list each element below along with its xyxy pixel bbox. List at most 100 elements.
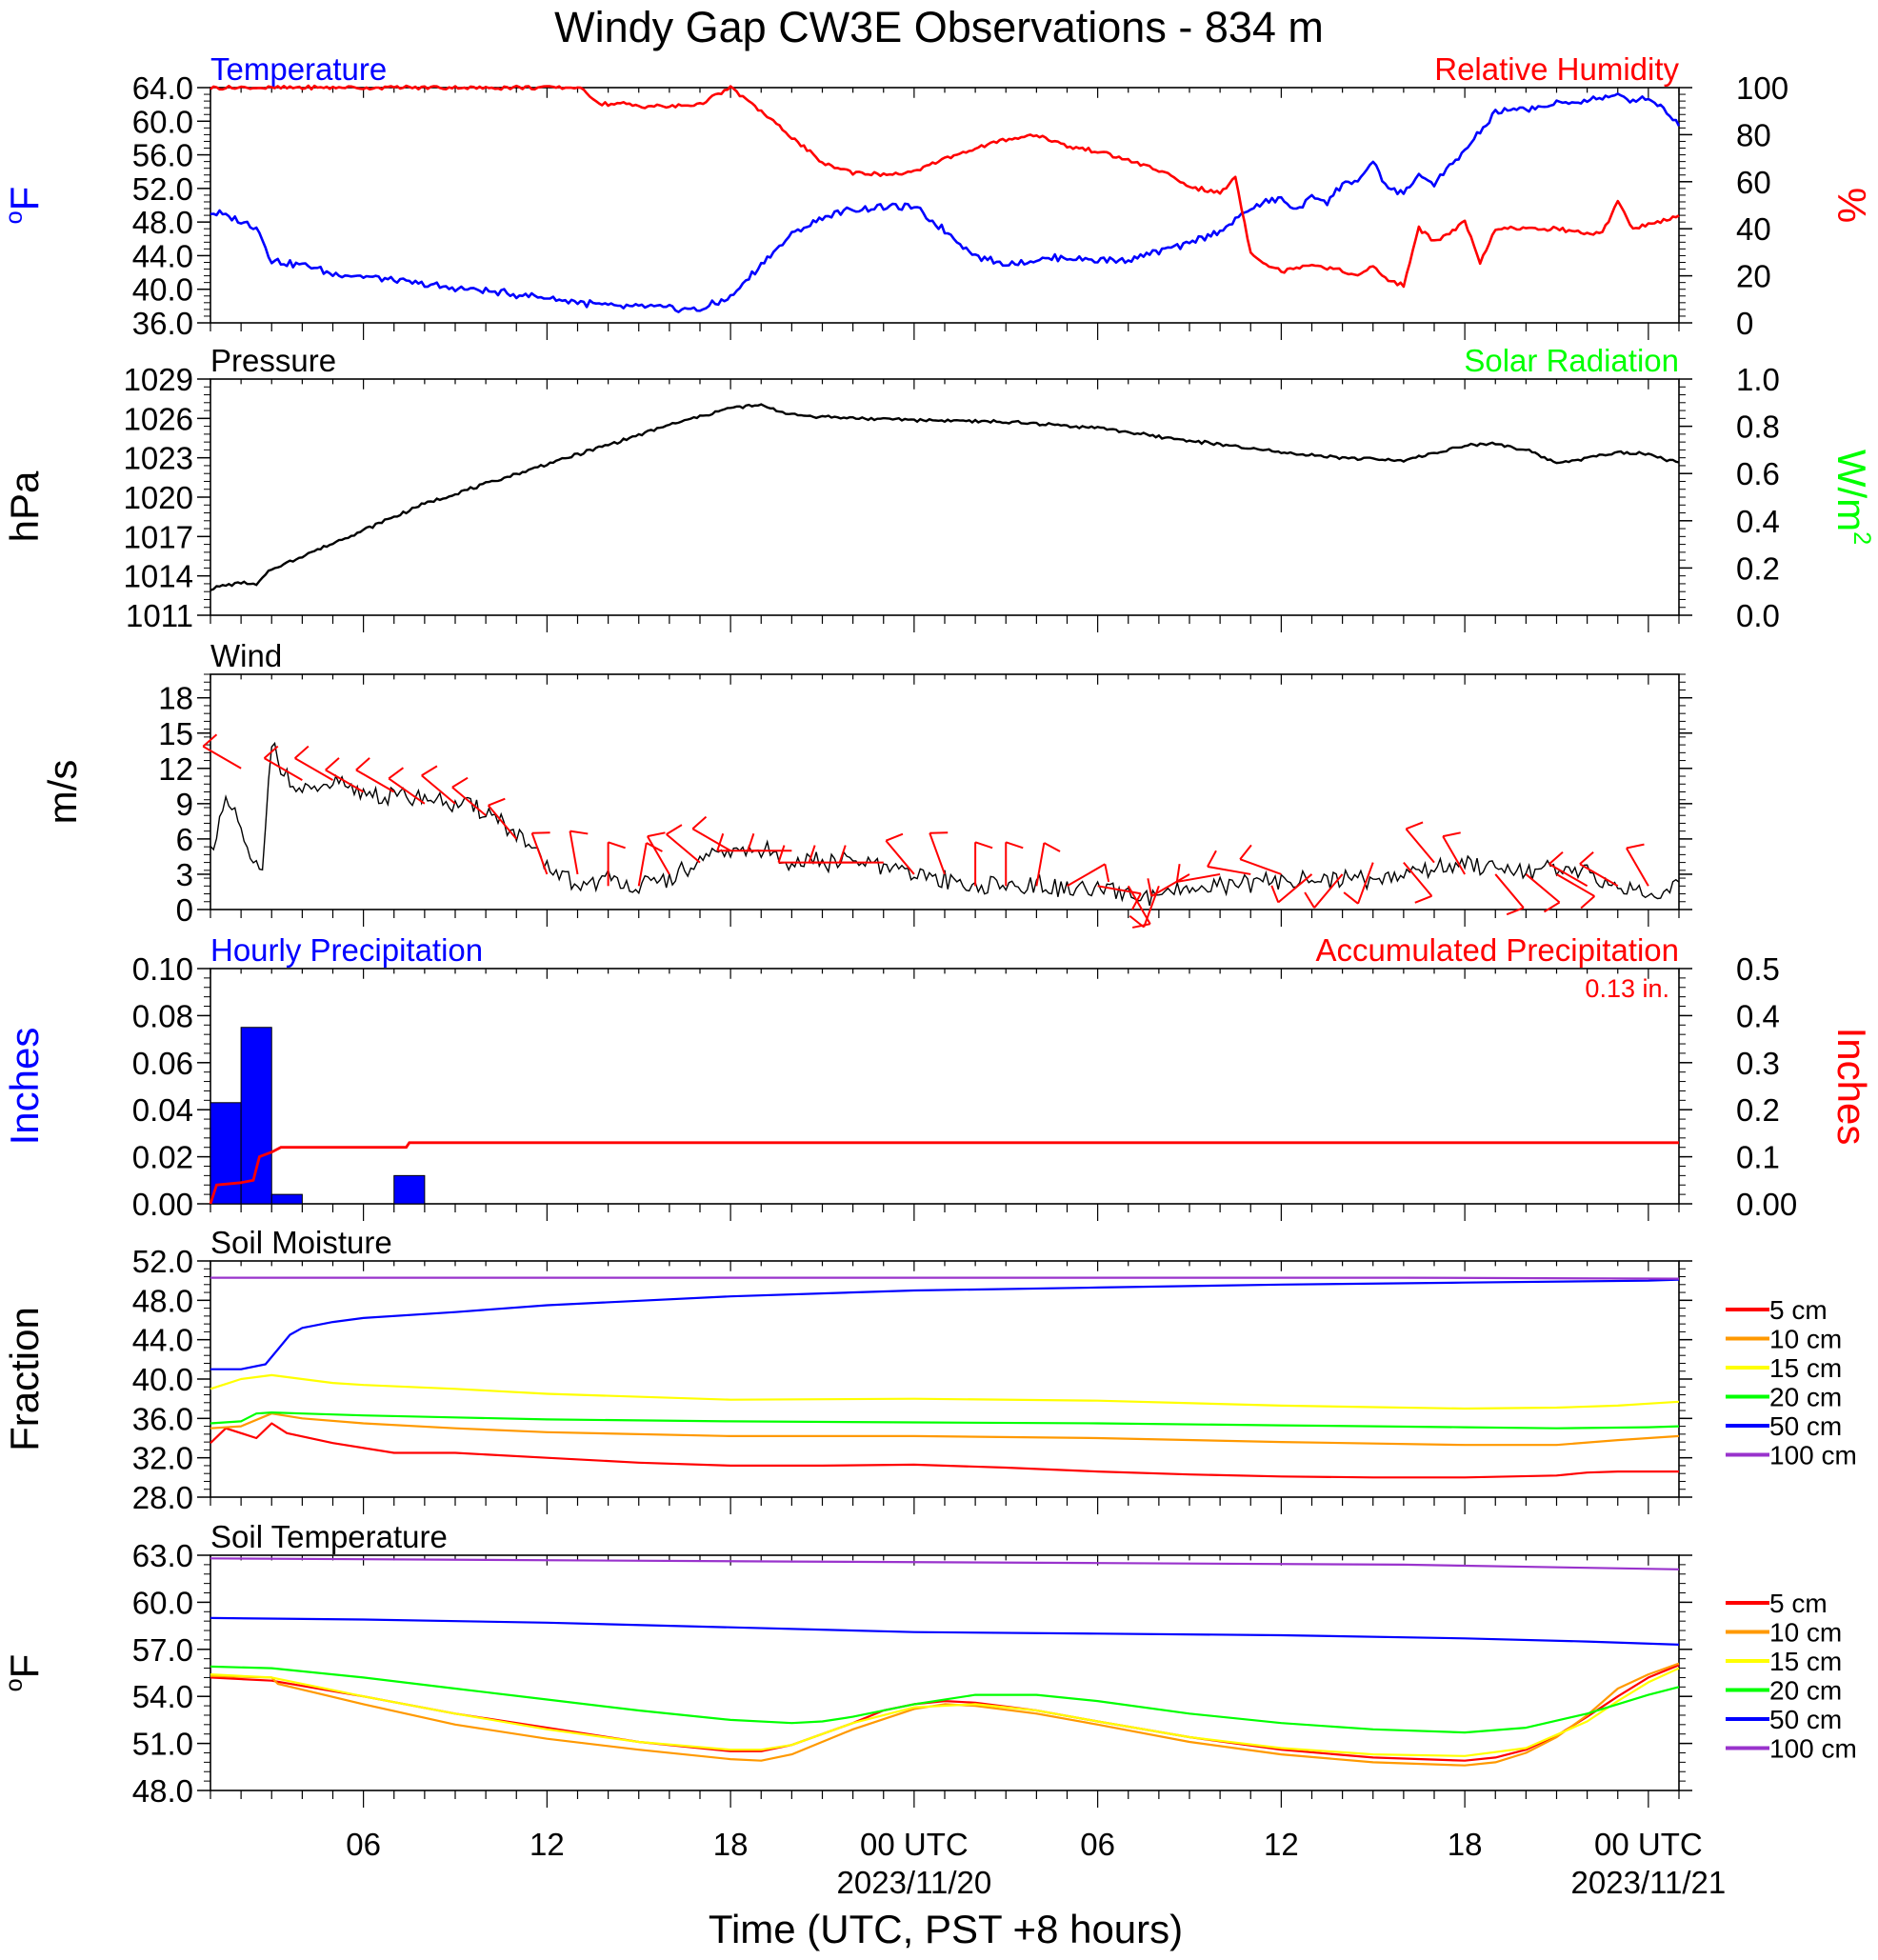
wind-barb — [607, 841, 626, 887]
wind-barb-staff — [1066, 863, 1106, 888]
panel-soil_temperature: 48.0 51.0 54.0 57.0 60.0 63.0 Soil Temperature… — [1, 1519, 1857, 1809]
soil-line-100cm — [210, 1276, 1680, 1280]
wind-barb-flag — [1548, 850, 1564, 866]
wind-barb-flag — [388, 767, 405, 780]
y-axis-label: Fraction — [2, 1307, 47, 1451]
y-tick-label: 40.0 — [132, 272, 193, 308]
legend-label: 20 cm — [1769, 1676, 1842, 1706]
y2-axis-label: W/m2 — [1829, 450, 1875, 545]
wind-barb — [325, 757, 365, 793]
wind-barb — [747, 832, 792, 852]
wind-barb-flag — [885, 832, 904, 842]
y-tick-label: 40.0 — [132, 1362, 193, 1397]
wind-barb-flag — [263, 745, 279, 759]
soil-line-50cm — [210, 1278, 1680, 1370]
wind-barb — [1239, 844, 1282, 875]
wind-barb — [691, 815, 731, 852]
panel-title-left: Temperature — [210, 51, 387, 87]
y-tick-label: 0.04 — [132, 1092, 193, 1128]
wind-barb-staff — [637, 842, 648, 887]
x-tick-label: 00 UTC — [1594, 1827, 1703, 1862]
wind-barb-flag — [1147, 878, 1153, 897]
wind-barb — [451, 776, 487, 816]
figure-title: Windy Gap CW3E Observations - 834 m — [554, 3, 1324, 51]
legend-label: 10 cm — [1769, 1325, 1842, 1354]
accumulated-total-label: 0.13 in. — [1585, 974, 1669, 1003]
legend-item: 100 cm — [1726, 1441, 1857, 1470]
y-tick-label: 52.0 — [132, 171, 193, 207]
wind-barb-staff — [355, 769, 395, 793]
wind-barb — [355, 757, 395, 793]
wind-barb — [1270, 873, 1313, 904]
wind-barb-staff — [421, 774, 456, 805]
wind-barb — [1579, 850, 1619, 888]
y-tick-label: 51.0 — [132, 1727, 193, 1762]
y-tick-label: 1020 — [124, 480, 193, 515]
wind-barb-staff — [929, 832, 946, 875]
wind-barb-flag — [1239, 844, 1252, 860]
y-tick-label: 0 — [176, 892, 193, 928]
wind-barb-staff — [666, 833, 701, 864]
legend-label: 10 cm — [1769, 1618, 1842, 1648]
wind-barb-flag — [1104, 864, 1110, 883]
wind-barb-staff — [1494, 873, 1525, 909]
wind-barb-flag — [569, 830, 589, 835]
y-tick-label: 44.0 — [132, 238, 193, 273]
y-tick-label: 48.0 — [132, 205, 193, 240]
y-tick-label: 3 — [176, 857, 193, 892]
y2-tick-label: 0.3 — [1736, 1046, 1780, 1081]
plot-frame — [210, 1554, 1680, 1791]
y-axis-label: m/s — [40, 760, 85, 825]
wind-barb-flag — [1580, 895, 1596, 910]
wind-barb-flag — [1129, 914, 1145, 929]
wind-barb-flag — [608, 841, 626, 850]
wind-barb-flag — [1579, 850, 1594, 866]
rh-line — [210, 84, 1680, 289]
y2-tick-label: 0.6 — [1736, 456, 1780, 491]
wind-barb — [838, 845, 884, 864]
wind-barb-flag — [421, 765, 438, 777]
legend-item: 15 cm — [1726, 1353, 1842, 1383]
wind-barb-flag — [838, 845, 847, 863]
wind-barb-staff — [1277, 873, 1313, 904]
wind-barb — [1405, 821, 1435, 864]
wind-barb-staff — [530, 832, 549, 875]
wind-barb-flag — [747, 832, 755, 851]
y-tick-label: 57.0 — [132, 1632, 193, 1668]
x-tick-date-label: 2023/11/21 — [1571, 1865, 1727, 1900]
wind-barb-flag — [647, 831, 666, 838]
wind-barb-staff — [1097, 885, 1142, 895]
wind-barb-flag — [1304, 891, 1315, 909]
legend-item: 20 cm — [1726, 1383, 1842, 1412]
y2-tick-label: 0.5 — [1736, 951, 1780, 987]
wind-barb-staff — [647, 835, 670, 875]
y-axis-label: Inches — [2, 1028, 47, 1146]
wind-barb-flag — [1414, 894, 1432, 904]
wind-barb-flag — [691, 815, 708, 830]
wind-barb — [1555, 873, 1596, 910]
wind-barb — [929, 831, 949, 875]
x-tick-label: 06 — [1080, 1827, 1115, 1862]
legend-label: 15 cm — [1769, 1647, 1842, 1676]
y-axis-label: oF — [1, 187, 47, 225]
y2-tick-label: 60 — [1736, 165, 1771, 200]
wind-barb — [1066, 863, 1110, 888]
wind-barb-flag — [1005, 841, 1024, 850]
y-tick-label: 60.0 — [132, 1585, 193, 1620]
y2-tick-label: 20 — [1736, 259, 1771, 294]
y2-tick-label: 0.0 — [1736, 598, 1780, 633]
y-tick-label: 52.0 — [132, 1244, 193, 1279]
wind-barb — [1304, 873, 1344, 909]
soil-line-15cm — [210, 1373, 1680, 1410]
wind-barb — [487, 797, 518, 840]
wind-barb-flag — [1270, 885, 1280, 903]
x-tick-label: 12 — [1264, 1827, 1299, 1862]
wind-barb-staff — [885, 840, 915, 875]
y-tick-label: 15 — [158, 716, 193, 751]
x-tick-label: 18 — [1448, 1827, 1483, 1862]
wind-barb-staff — [1555, 873, 1595, 897]
precip-bar — [393, 1174, 426, 1205]
wind-barb-staff — [1207, 865, 1251, 875]
y2-tick-label: 0.4 — [1736, 504, 1780, 539]
wind-barb-flag — [1543, 901, 1561, 913]
